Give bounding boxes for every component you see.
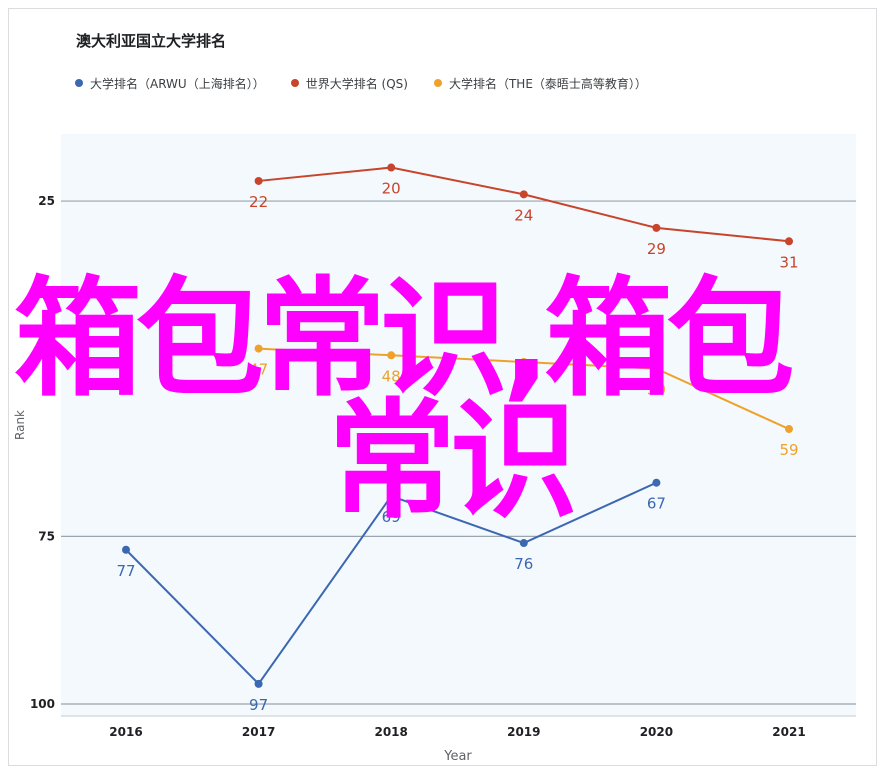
x-tick-label: 2017 xyxy=(242,725,275,739)
data-point[interactable] xyxy=(785,425,793,434)
data-point[interactable] xyxy=(387,163,396,172)
legend-label-qs: 世界大学排名 (QS) xyxy=(305,76,408,91)
legend-marker-icon xyxy=(290,79,299,87)
data-label: 76 xyxy=(514,555,533,573)
legend-marker-icon xyxy=(75,79,83,87)
x-axis-title: Year xyxy=(443,749,472,764)
y-axis-title: Rank xyxy=(13,410,27,440)
x-tick-label: 2019 xyxy=(507,725,540,739)
legend-item-the[interactable]: 大学排名（THE（泰晤士高等教育）） xyxy=(433,75,647,92)
data-point[interactable] xyxy=(519,190,528,199)
chart-legend: 大学排名（ARWU（上海排名）） 世界大学排名 (QS) 大学排名（THE（泰晤… xyxy=(75,73,647,93)
x-tick-label: 2021 xyxy=(772,725,805,739)
series-2: 47 48 49 50 59 xyxy=(249,344,799,459)
data-point[interactable] xyxy=(122,545,130,554)
data-label: 22 xyxy=(249,193,268,211)
data-point[interactable] xyxy=(652,364,661,373)
data-point[interactable] xyxy=(652,223,661,232)
data-label: 50 xyxy=(647,381,666,399)
data-point[interactable] xyxy=(519,539,528,548)
data-label: 20 xyxy=(382,180,401,198)
data-label: 97 xyxy=(249,696,268,714)
legend-label-arwu: 大学排名（ARWU（上海排名）） xyxy=(90,76,265,91)
chart-title: 澳大利亚国立大学排名 xyxy=(76,32,227,50)
series-1: 22 20 24 29 31 xyxy=(249,163,799,271)
y-tick-label: 25 xyxy=(38,194,55,208)
data-point[interactable] xyxy=(387,492,396,501)
data-label: 77 xyxy=(116,562,135,580)
legend-marker-icon xyxy=(433,79,442,87)
data-point[interactable] xyxy=(254,176,263,185)
data-label: 69 xyxy=(382,508,401,526)
plot-area xyxy=(61,134,856,716)
x-tick-label: 2020 xyxy=(640,725,673,739)
data-point[interactable] xyxy=(519,358,528,366)
data-point[interactable] xyxy=(652,478,661,487)
x-tick-label: 2016 xyxy=(109,725,142,739)
x-tick-label: 2018 xyxy=(374,725,407,739)
legend-item-arwu[interactable]: 大学排名（ARWU（上海排名）） xyxy=(75,75,265,92)
y-tick-label: 75 xyxy=(38,529,55,543)
data-point[interactable] xyxy=(387,351,396,360)
y-tick-label: 100 xyxy=(30,697,55,711)
data-point[interactable] xyxy=(254,679,263,688)
data-point[interactable] xyxy=(254,344,263,353)
data-label: 48 xyxy=(382,367,401,385)
data-label: 47 xyxy=(249,361,268,379)
data-label: 59 xyxy=(779,441,798,459)
gridlines xyxy=(61,200,856,717)
data-label: 29 xyxy=(647,240,666,258)
data-point[interactable] xyxy=(785,237,793,246)
legend-label-the: 大学排名（THE（泰晤士高等教育）） xyxy=(448,76,647,91)
series-0: 77 97 69 76 67 xyxy=(116,478,666,714)
data-label: 31 xyxy=(779,253,798,271)
axis-ticks: 25 75 100 2016 2017 2018 2019 2020 2021 xyxy=(30,194,806,739)
data-label: 49 xyxy=(514,374,533,392)
series-layer: 77 97 69 76 67 22 20 24 29 31 47 48 49 50 59 xyxy=(116,163,799,714)
data-label: 24 xyxy=(514,206,533,224)
data-label: 67 xyxy=(647,495,666,513)
legend-item-qs[interactable]: 世界大学排名 (QS) xyxy=(290,75,408,92)
